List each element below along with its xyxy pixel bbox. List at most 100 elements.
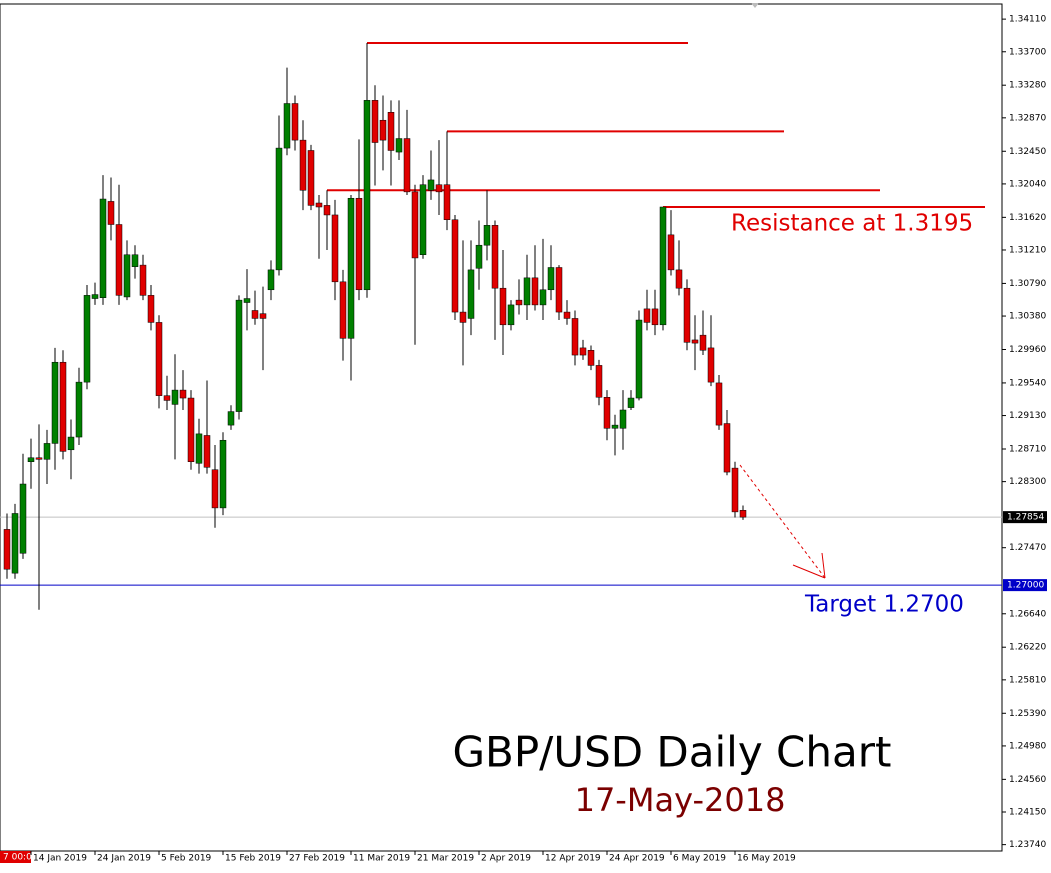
candle-body (331, 214, 339, 283)
candle-body (451, 219, 459, 313)
candle-body (259, 313, 267, 319)
candle-body (51, 361, 59, 444)
y-tick-label: 1.24560 (1009, 775, 1046, 785)
x-tick-label: 11 Mar 2019 (353, 854, 410, 864)
candle-body (315, 202, 323, 208)
candle-body (547, 267, 555, 291)
candle-body (723, 423, 731, 473)
candle-body (491, 225, 499, 289)
candle-body (683, 287, 691, 343)
candle-body (587, 350, 595, 366)
y-tick-label: 1.30790 (1009, 279, 1046, 289)
chart-title: GBP/USD Daily Chart (453, 728, 892, 777)
candle-body (131, 254, 139, 267)
y-tick-label: 1.34110 (1009, 15, 1046, 25)
target-annotation: Target 1.2700 (804, 592, 964, 618)
candle-body (35, 457, 43, 460)
candle-body (3, 529, 11, 570)
candle-body (611, 424, 619, 429)
y-tick-label: 1.32870 (1009, 113, 1046, 123)
corner-label-box (0, 851, 31, 863)
x-tick-label: 15 Feb 2019 (225, 854, 281, 864)
candle-body (467, 269, 475, 319)
candle-body (411, 191, 419, 259)
candle-body (475, 244, 483, 269)
candle-body (571, 318, 579, 356)
candle-body (379, 119, 387, 141)
candle-body (187, 397, 195, 462)
y-tick-label: 1.27470 (1009, 543, 1046, 553)
x-tick-label: 6 May 2019 (673, 854, 726, 864)
x-tick-label: 12 Apr 2019 (545, 854, 601, 864)
candle-body (643, 308, 651, 323)
candle-body (499, 287, 507, 326)
candle-body (715, 382, 723, 426)
candle-body (395, 138, 403, 153)
candle-body (267, 269, 275, 291)
y-tick-label: 1.33280 (1009, 81, 1046, 91)
x-tick-label: 14 Jan 2019 (33, 854, 87, 864)
candle-body (235, 299, 243, 412)
y-tick-label: 1.25390 (1009, 709, 1046, 719)
candle-body (483, 225, 491, 246)
candle-body (219, 439, 227, 509)
candle-body (299, 139, 307, 191)
candle-body (507, 304, 515, 326)
x-tick-label: 16 May 2019 (737, 854, 796, 864)
candle-body (123, 254, 131, 298)
candle-body (387, 112, 395, 151)
y-tick-label: 1.32450 (1009, 147, 1046, 157)
candle-body (67, 436, 75, 451)
candle-body (155, 322, 163, 396)
candle-body (11, 513, 19, 574)
candle-body (531, 277, 539, 306)
y-tick-label: 1.31620 (1009, 213, 1046, 223)
candle-body (211, 469, 219, 509)
y-tick-label: 1.28710 (1009, 444, 1046, 454)
y-tick-label: 1.29540 (1009, 378, 1046, 388)
candle-body (203, 435, 211, 468)
candle-body (163, 395, 171, 401)
y-tick-label: 1.24980 (1009, 741, 1046, 751)
current-price-box (1003, 511, 1047, 524)
y-tick-label: 1.23740 (1009, 840, 1046, 850)
candle-body (83, 295, 91, 383)
y-tick-label: 1.31210 (1009, 245, 1046, 255)
x-tick-label: 24 Apr 2019 (609, 854, 665, 864)
current-price-label: 1.27854 (1007, 513, 1044, 523)
y-tick-label: 1.32040 (1009, 179, 1046, 189)
candle-body (555, 267, 563, 313)
candle-body (691, 339, 699, 344)
chart-subtitle: 17-May-2018 (575, 781, 786, 819)
candle-body (667, 234, 675, 271)
target-label: 1.27000 (1007, 581, 1044, 591)
arrow-head (792, 564, 826, 579)
candle-body (347, 197, 355, 339)
candle-body (195, 433, 203, 464)
y-tick-label: 1.26640 (1009, 609, 1046, 619)
candle-body (275, 147, 283, 271)
candle-body (43, 443, 51, 460)
y-tick-label: 1.25810 (1009, 675, 1046, 685)
candle-body (139, 264, 147, 296)
y-tick-label: 1.33700 (1009, 47, 1046, 57)
candle-body (635, 319, 643, 399)
candle-body (355, 197, 363, 291)
candle-body (707, 347, 715, 383)
candle-body (523, 277, 531, 306)
candle-body (651, 308, 659, 326)
candle-body (731, 467, 739, 513)
candle-body (19, 483, 27, 554)
candle-body (699, 334, 707, 351)
candle-body (171, 389, 179, 405)
y-tick-label: 1.30380 (1009, 312, 1046, 322)
candle-body (539, 289, 547, 306)
candle-body (59, 361, 67, 452)
candle-body (515, 299, 523, 306)
candle-body (115, 224, 123, 296)
candle-body (339, 281, 347, 339)
y-tick-label: 1.28300 (1009, 477, 1046, 487)
candle-body (627, 397, 635, 408)
x-tick-label: 2 Apr 2019 (481, 854, 531, 864)
